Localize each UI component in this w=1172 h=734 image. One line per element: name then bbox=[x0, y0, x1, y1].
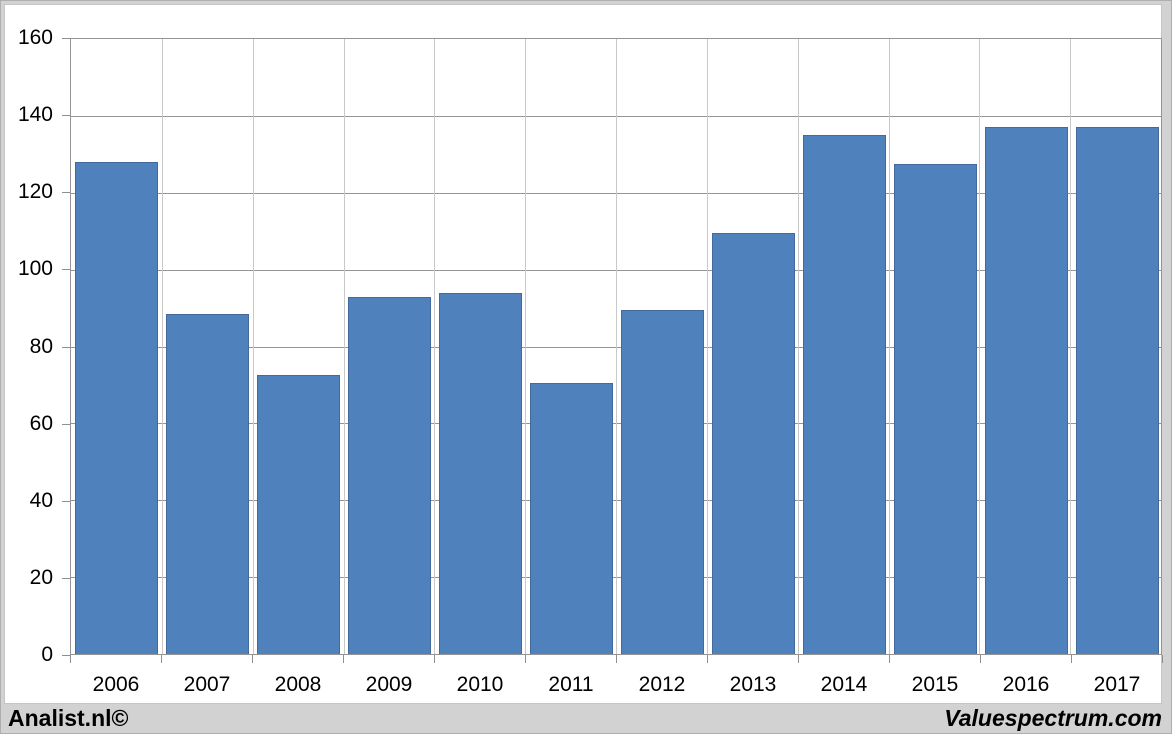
y-axis-tick bbox=[62, 269, 70, 270]
y-axis-tick bbox=[62, 192, 70, 193]
v-gridline bbox=[979, 39, 981, 654]
v-gridline bbox=[706, 39, 708, 654]
x-axis-label: 2012 bbox=[638, 673, 686, 696]
bar-2016 bbox=[985, 127, 1068, 654]
bar-2007 bbox=[166, 313, 249, 654]
y-axis-tick bbox=[62, 424, 70, 425]
x-axis-tick bbox=[252, 655, 253, 663]
v-gridline bbox=[616, 39, 617, 654]
x-axis-tick bbox=[798, 655, 799, 663]
y-axis-tick bbox=[62, 655, 70, 656]
v-gridline bbox=[525, 39, 527, 654]
x-axis-tick bbox=[1071, 655, 1072, 663]
chart-panel: 0 20 40 60 80 100 120 140 160 2006 2007 2008 2009 201… bbox=[4, 4, 1163, 704]
x-axis-tick bbox=[616, 655, 617, 663]
bar-2012 bbox=[621, 309, 704, 654]
x-axis-label: 2009 bbox=[365, 673, 413, 696]
y-axis-label: 0 bbox=[41, 643, 53, 666]
y-axis-label: 40 bbox=[29, 489, 53, 512]
x-axis-label: 2015 bbox=[911, 673, 959, 696]
x-axis-label: 2014 bbox=[820, 673, 868, 696]
y-axis-tick bbox=[62, 347, 70, 348]
x-axis-label: 2010 bbox=[456, 673, 504, 696]
x-axis-tick bbox=[70, 655, 71, 663]
bar-2013 bbox=[712, 233, 795, 654]
x-axis-label: 2006 bbox=[92, 673, 140, 696]
v-gridline bbox=[797, 39, 799, 654]
y-axis-tick bbox=[62, 38, 70, 39]
x-axis-label: 2017 bbox=[1093, 673, 1141, 696]
x-axis-tick bbox=[980, 655, 981, 663]
x-axis-label: 2007 bbox=[183, 673, 231, 696]
x-axis-tick bbox=[434, 655, 435, 663]
x-axis-label: 2013 bbox=[729, 673, 777, 696]
v-gridline bbox=[1070, 39, 1072, 654]
x-axis-label: 2011 bbox=[548, 673, 594, 696]
y-axis-tick bbox=[62, 578, 70, 579]
v-gridline bbox=[343, 39, 345, 654]
x-axis-tick bbox=[889, 655, 890, 663]
v-gridline bbox=[888, 39, 890, 654]
y-axis-label: 100 bbox=[17, 257, 53, 280]
y-axis-label: 140 bbox=[17, 103, 53, 126]
x-axis-tick bbox=[343, 655, 344, 663]
y-axis-tick bbox=[62, 501, 70, 502]
valuespectrum-credit: Valuespectrum.com bbox=[944, 705, 1162, 731]
x-axis-tick bbox=[1162, 655, 1163, 663]
bar-2017 bbox=[1076, 127, 1159, 654]
x-axis-tick bbox=[161, 655, 162, 663]
v-gridline bbox=[161, 39, 163, 654]
bar-2011 bbox=[530, 383, 613, 654]
analist-credit: Analist.nl© bbox=[8, 705, 129, 731]
y-axis-label: 20 bbox=[29, 566, 53, 589]
x-axis-label: 2008 bbox=[274, 673, 322, 696]
x-axis-tick bbox=[707, 655, 708, 663]
bar-2014 bbox=[803, 135, 886, 654]
bar-2008 bbox=[257, 375, 340, 654]
bar-2009 bbox=[348, 296, 431, 654]
y-axis-tick bbox=[62, 115, 70, 116]
x-axis-label: 2016 bbox=[1002, 673, 1050, 696]
y-axis-label: 60 bbox=[29, 412, 53, 435]
y-axis-label: 160 bbox=[17, 26, 53, 49]
bar-2015 bbox=[894, 163, 977, 654]
y-axis-label: 80 bbox=[29, 335, 53, 358]
v-gridline bbox=[252, 39, 254, 654]
x-axis-tick bbox=[525, 655, 526, 663]
bar-2006 bbox=[75, 162, 158, 654]
plot-area bbox=[70, 38, 1162, 655]
v-gridline bbox=[434, 39, 436, 654]
y-axis-label: 120 bbox=[17, 180, 53, 203]
bar-2010 bbox=[439, 292, 522, 654]
